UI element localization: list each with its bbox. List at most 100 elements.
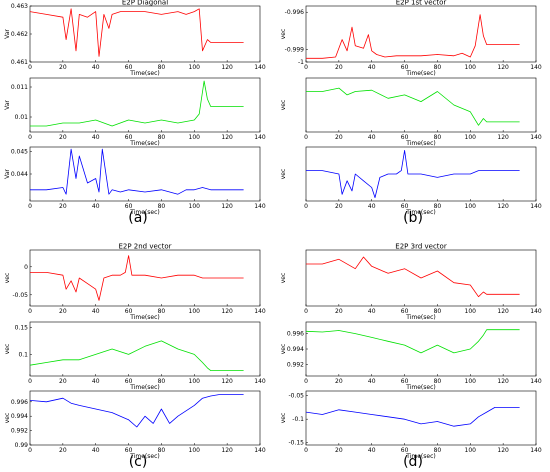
plot-title: E2P 2nd vector <box>118 243 171 251</box>
x-tick-label: 100 <box>189 64 201 71</box>
series-line <box>306 14 520 59</box>
x-axis-label: Time(sec) <box>405 453 435 460</box>
x-tick-label: 120 <box>221 134 233 141</box>
x-tick-label: 20 <box>335 447 343 454</box>
y-axis-label: vec <box>4 273 11 284</box>
x-tick-label: 140 <box>254 134 266 141</box>
x-tick-label: 100 <box>189 447 201 454</box>
x-tick-label: 40 <box>368 203 376 210</box>
y-tick-label: 0.996 <box>11 399 28 406</box>
x-tick-label: 60 <box>401 64 409 71</box>
x-tick-label: 80 <box>158 203 166 210</box>
x-tick-label: 140 <box>254 64 266 71</box>
plot-title: E2P 1st vector <box>396 0 447 7</box>
y-tick-label: 0.99 <box>15 442 29 449</box>
y-tick-label: 0.045 <box>11 149 28 156</box>
x-tick-label: 60 <box>125 308 133 315</box>
x-tick-label: 40 <box>368 134 376 141</box>
x-tick-label: 80 <box>434 447 442 454</box>
series-line <box>30 255 244 301</box>
x-tick-label: 100 <box>189 203 201 210</box>
subplot-7: 0 20 40 60 80 100 120 140 0.15 0.1 Time(sec) vec <box>4 321 266 391</box>
series-line <box>305 329 520 354</box>
x-tick-label: 0 <box>28 64 32 71</box>
x-tick-label: 100 <box>189 378 201 385</box>
y-axis-label: vec <box>4 413 11 424</box>
x-tick-label: 0 <box>304 308 308 315</box>
x-tick-label: 60 <box>125 203 133 210</box>
y-tick-label: 0.01 <box>15 114 29 121</box>
x-tick-label: 40 <box>92 134 100 141</box>
subplot-5: 0 20 40 60 80 100 120 140 Time(sec) vec <box>280 146 542 216</box>
y-axis-label: vec <box>280 413 287 424</box>
x-tick-label: 80 <box>158 134 166 141</box>
y-tick-label: -0.999 <box>285 47 305 54</box>
plot-title: E2P Diagonal <box>122 0 168 7</box>
x-tick-label: 40 <box>92 378 100 385</box>
x-axis-label: Time(sec) <box>405 384 435 391</box>
x-tick-label: 60 <box>401 447 409 454</box>
y-tick-label: -0.15 <box>288 440 304 447</box>
panels-layer: E2P Diagonal 0 20 40 60 80 100 120 140 0.461 0.462… <box>4 0 542 460</box>
y-axis-label: vec <box>280 29 287 40</box>
x-tick-label: 20 <box>59 64 67 71</box>
x-tick-label: 0 <box>304 203 308 210</box>
x-tick-label: 0 <box>304 64 308 71</box>
x-axis-label: Time(sec) <box>129 140 159 147</box>
caption-d: (d) <box>403 454 423 470</box>
x-tick-label: 60 <box>401 134 409 141</box>
subplot-11: 0 20 40 60 80 100 120 140 -0.05 -0.1 -0.15 Time(sec… <box>280 390 542 460</box>
x-tick-label: 140 <box>254 378 266 385</box>
plot-frame <box>305 321 537 377</box>
x-tick-label: 0 <box>304 378 308 385</box>
y-axis-label: vec <box>280 344 287 355</box>
x-tick-label: 100 <box>465 447 477 454</box>
y-axis-label: Var <box>4 29 11 39</box>
x-tick-label: 40 <box>368 447 376 454</box>
plot-frame <box>29 321 261 377</box>
x-tick-label: 20 <box>59 134 67 141</box>
x-tick-label: 120 <box>497 378 509 385</box>
x-tick-label: 120 <box>497 134 509 141</box>
x-tick-label: 20 <box>335 378 343 385</box>
x-tick-label: 120 <box>221 64 233 71</box>
x-tick-label: 0 <box>28 203 32 210</box>
series-line <box>29 8 244 57</box>
x-tick-label: 20 <box>335 134 343 141</box>
x-tick-label: 100 <box>465 64 477 71</box>
x-tick-label: 80 <box>158 378 166 385</box>
x-tick-label: 20 <box>59 447 67 454</box>
y-axis-label: Var <box>4 169 11 179</box>
x-tick-label: 40 <box>92 64 100 71</box>
x-axis-label: Time(sec) <box>405 314 435 321</box>
subplot-1: 0 20 40 60 80 100 120 140 0.01 0.011 Time(sec) Var <box>4 77 266 147</box>
y-tick-label: 0.463 <box>11 3 28 10</box>
x-tick-label: 120 <box>221 203 233 210</box>
y-tick-label: 0.992 <box>287 361 304 368</box>
y-tick-label: 0.1 <box>18 351 28 358</box>
series-line <box>306 256 520 298</box>
x-tick-label: 120 <box>221 378 233 385</box>
plot-frame <box>29 5 261 63</box>
series-line <box>30 80 244 127</box>
subplot-3: E2P 1st vector 0 20 40 60 80 100 120 140 -0.996 -0… <box>280 0 542 77</box>
x-axis-label: Time(sec) <box>129 314 159 321</box>
x-axis-label: Time(sec) <box>129 70 159 77</box>
x-tick-label: 120 <box>497 64 509 71</box>
x-tick-label: 40 <box>368 378 376 385</box>
x-tick-label: 140 <box>530 447 542 454</box>
x-tick-label: 60 <box>125 378 133 385</box>
y-axis-label: Var <box>4 100 11 110</box>
plot-frame <box>305 77 537 133</box>
x-tick-label: 140 <box>530 203 542 210</box>
x-tick-label: 40 <box>368 308 376 315</box>
y-axis-label: vec <box>280 100 287 111</box>
y-tick-label: 0.996 <box>287 331 304 338</box>
x-tick-label: 140 <box>254 308 266 315</box>
y-tick-label: 0.994 <box>287 346 304 353</box>
y-tick-label: -0.996 <box>285 9 305 16</box>
x-tick-label: 60 <box>401 203 409 210</box>
x-tick-label: 80 <box>434 134 442 141</box>
x-tick-label: 100 <box>465 378 477 385</box>
